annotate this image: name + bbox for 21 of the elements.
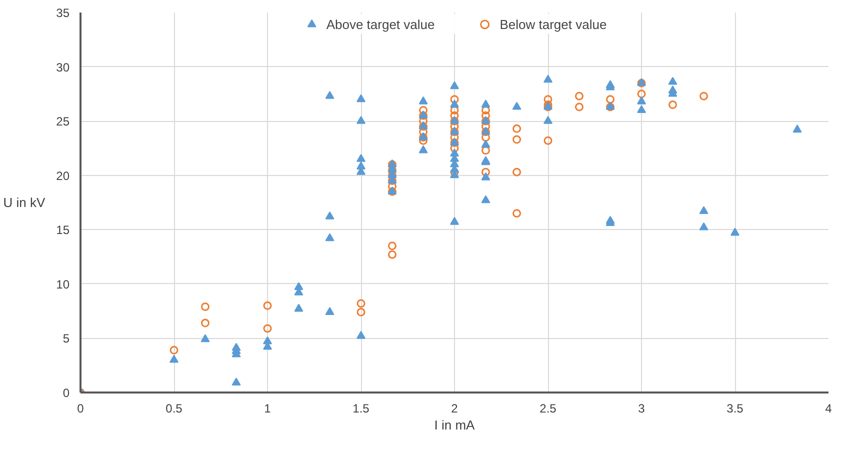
y-tick-label: 0 xyxy=(62,386,70,400)
x-axis-title: I in mA xyxy=(434,418,476,432)
legend-label: Below target value xyxy=(500,16,607,32)
x-tick-label: 0.5 xyxy=(166,402,183,416)
y-tick-label: 35 xyxy=(56,6,70,20)
x-tick-label: 3 xyxy=(638,402,646,416)
y-tick-label: 25 xyxy=(56,114,70,129)
y-tick-label: 10 xyxy=(56,277,70,292)
legend-label: Above target value xyxy=(326,16,435,32)
y-tick-label: 30 xyxy=(56,60,70,74)
y-axis-title: U in kV xyxy=(3,195,46,210)
x-tick-label: 1 xyxy=(264,402,272,416)
x-tick-label: 1.5 xyxy=(352,402,370,416)
x-tick-label: 3.5 xyxy=(726,402,744,416)
x-tick-label: 2.5 xyxy=(540,402,557,416)
x-tick-label: 4 xyxy=(825,402,832,416)
y-tick-label: 5 xyxy=(62,332,70,346)
y-tick-label: 15 xyxy=(56,223,70,238)
x-tick-label: 0 xyxy=(77,402,84,416)
x-tick-label: 2 xyxy=(451,402,458,416)
y-tick-label: 20 xyxy=(56,168,70,183)
